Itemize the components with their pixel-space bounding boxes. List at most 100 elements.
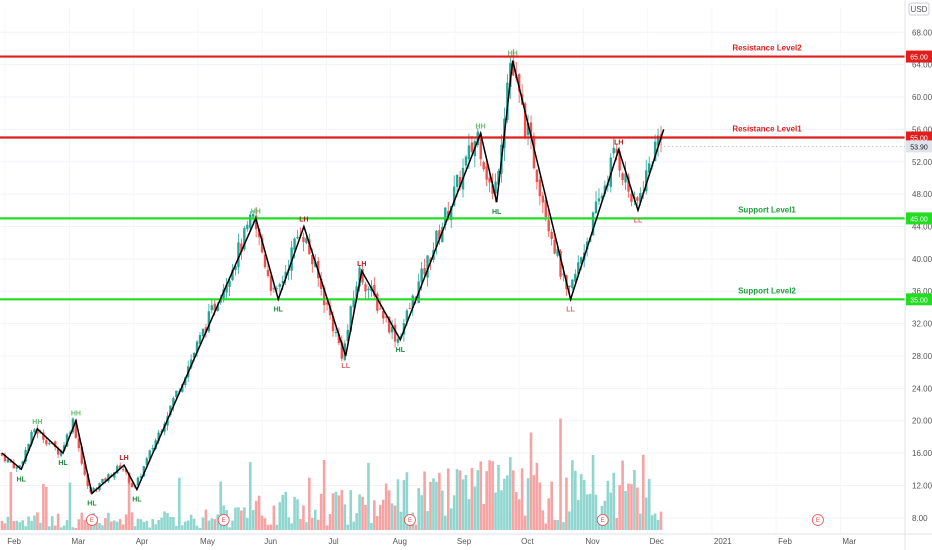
volume-bar [520,468,524,530]
earnings-marker[interactable]: E [86,514,98,526]
candle-body [231,269,234,281]
volume-bar [83,519,87,530]
y-tick-label: 20.00 [912,417,932,426]
x-tick-label: Nov [585,537,599,546]
volume-bar [15,520,19,530]
volume-bar [68,482,72,530]
volume-bar [148,527,152,530]
candle-body [127,472,131,483]
earnings-marker[interactable]: E [217,514,230,526]
volume-bar [423,471,426,530]
candle-body [550,231,553,239]
volume-bar [588,493,592,530]
volume-bar [45,486,48,530]
grid [0,8,905,534]
x-tick-label: Oct [521,537,534,546]
level-tag-text: 55.00 [910,135,928,142]
candle-body [27,443,30,452]
candle-body [204,327,208,333]
candle-body [130,483,134,488]
candle-body [449,206,453,221]
volume-bar [438,472,441,530]
candle-body [325,302,329,305]
candle-body [393,324,397,342]
candle-body [438,230,441,240]
volume-bar [56,513,60,530]
earnings-marker[interactable]: E [404,514,416,526]
earnings-letter: E [222,518,226,524]
earnings-marker[interactable]: E [812,514,824,526]
volume-bar [609,492,613,530]
candle-body [482,162,485,170]
volume-bar [74,527,78,530]
volume-bar [154,524,157,530]
volume-bar [594,494,598,530]
candle-body [597,198,601,202]
volume-bar [36,512,39,530]
zigzag-line [1,60,665,495]
volume-bar [207,520,211,530]
last-price-tag [906,140,932,153]
candle-body [48,443,51,445]
candle-body [491,184,494,194]
candle-body [6,459,10,463]
candle-body [517,74,521,92]
candle-body [494,181,497,194]
volume-bar [656,519,660,530]
volume-bar [650,515,654,530]
volume-bar [591,455,595,530]
volume-bar [547,498,551,530]
earnings-marker[interactable]: E [596,514,609,526]
candle-body [653,141,657,161]
candle-body [639,193,642,203]
x-tick-label: Sep [457,537,472,546]
volume-bar [124,514,128,530]
candle-body [175,390,178,398]
candle-body [387,317,391,333]
candle-body [612,147,615,154]
volume-bar [322,460,326,530]
candle-body [12,462,16,469]
volume-bar [432,478,435,530]
y-tick-label: 52.00 [912,158,932,167]
volume-bar [514,492,518,530]
candle-body [382,310,385,319]
volume-bar [169,516,172,530]
volume-bar [435,481,438,530]
candle-body [219,300,222,303]
volume-bar [458,470,462,530]
pivot-label: LH [299,216,308,223]
candle-body [577,262,580,275]
candle-body [529,122,533,138]
volume-bar [343,504,347,530]
time-axis[interactable]: Feb Mar Apr May Jun Jul Aug Sep Oct Nov Dec 2021 Feb… [7,537,856,546]
volume-bar [355,513,358,530]
candle-body [645,170,648,192]
y-tick-label: 48.00 [912,190,932,199]
candle-body [603,185,607,194]
candle-body [213,303,216,311]
candle-body [305,237,308,244]
volume-bar [59,527,63,530]
candle-body [532,135,536,169]
candle-body [361,268,364,283]
earnings-circle [812,514,824,526]
candle-body [198,335,202,344]
currency-button[interactable]: USD [908,2,930,16]
y-tick-label: 28.00 [912,352,932,361]
price-axis[interactable]: 8.00 12.00 16.00 20.00 24.00 28.00 32.00 36.00 4… [912,28,932,523]
candle-body [184,377,187,386]
candle-body [207,311,211,332]
candle-body [379,308,382,310]
volume-bar [160,517,163,530]
candle-body [600,195,604,199]
candle-body [618,151,621,171]
y-tick-label: 40.00 [912,255,932,264]
volume-bar [313,509,317,530]
candle-body [526,122,530,136]
volume-bar [420,495,423,530]
candle-body [116,465,119,474]
candle-body [544,199,547,217]
candle-body [24,449,27,462]
